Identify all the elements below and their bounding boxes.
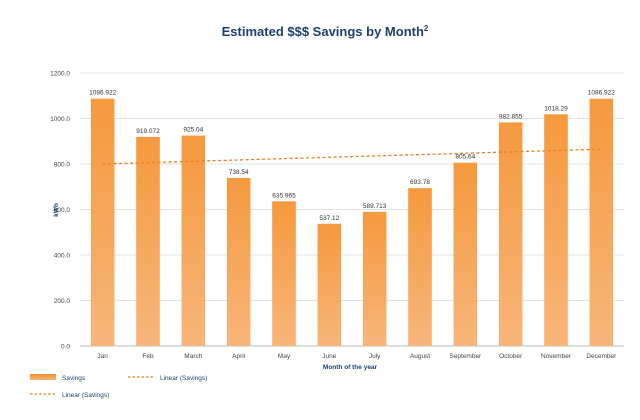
x-tick-label: December (586, 353, 617, 360)
x-tick-label: October (499, 353, 523, 360)
data-label: 635.965 (272, 192, 296, 199)
data-label: 1086.922 (89, 90, 116, 97)
y-axis-ticks: 0.0 200.0 400.0 600.0 800.0 1000.0 1200.0 (50, 71, 70, 351)
y-axis-label: kWh (53, 203, 60, 217)
y-tick-label: 600.0 (54, 207, 71, 214)
data-label: 1018.29 (544, 105, 568, 112)
bar (453, 162, 478, 346)
x-tick-label: June (322, 353, 336, 360)
y-tick-label: 200.0 (54, 298, 71, 305)
bar (544, 114, 568, 347)
legend-label-linear: Linear (Savings) (160, 375, 207, 382)
data-label: 1086.922 (588, 90, 615, 97)
y-tick-label: 800.0 (54, 162, 71, 169)
bar (272, 201, 296, 346)
x-tick-label: November (541, 353, 572, 360)
data-label: 982.855 (499, 113, 523, 120)
data-label: 589.713 (363, 203, 387, 210)
chart-title: Estimated $$$ Savings by Month2 (222, 24, 429, 39)
bar (362, 211, 387, 346)
data-label: 805.64 (455, 154, 475, 161)
bar (181, 135, 206, 346)
data-label: 738.54 (229, 169, 249, 176)
bar (226, 177, 251, 346)
x-tick-label: August (410, 353, 430, 360)
x-tick-label: Feb (142, 353, 154, 360)
x-tick-label: April (232, 353, 246, 360)
trendline (102, 148, 602, 165)
y-tick-label: 0.0 (61, 344, 70, 351)
legend-label-savings: Savings (62, 375, 86, 382)
bars (90, 98, 614, 347)
x-tick-label: July (369, 353, 381, 360)
data-labels: 1086.922 919.072 925.04 738.54 635.965 537.12… (89, 90, 615, 222)
x-tick-label: Jan (97, 353, 108, 360)
y-tick-label: 1000.0 (50, 116, 70, 123)
data-label: 919.072 (136, 128, 160, 135)
data-label: 537.12 (319, 215, 339, 222)
legend-label-linear-2: Linear (Savings) (62, 392, 109, 399)
data-label: 693.78 (410, 179, 430, 186)
y-tick-label: 1200.0 (50, 71, 70, 78)
bar (498, 122, 523, 347)
legend: Savings Linear (Savings) Linear (Savings… (30, 374, 207, 399)
data-label: 925.04 (183, 127, 203, 134)
x-axis-label: Month of the year (323, 364, 378, 371)
legend-swatch-savings (30, 374, 56, 380)
bar (589, 98, 614, 346)
x-tick-label: September (449, 353, 482, 360)
bar (90, 98, 115, 346)
x-tick-label: March (184, 353, 202, 360)
x-tick-label: May (278, 353, 291, 360)
chart-title-superscript: 2 (424, 24, 429, 33)
gridlines (80, 72, 624, 347)
bar (136, 136, 160, 346)
bar (317, 223, 342, 346)
trendline-line (102, 148, 602, 165)
bar (408, 188, 432, 346)
y-tick-label: 400.0 (54, 253, 71, 260)
x-axis-ticks: Jan Feb March April May June July August Septemb… (97, 353, 617, 360)
